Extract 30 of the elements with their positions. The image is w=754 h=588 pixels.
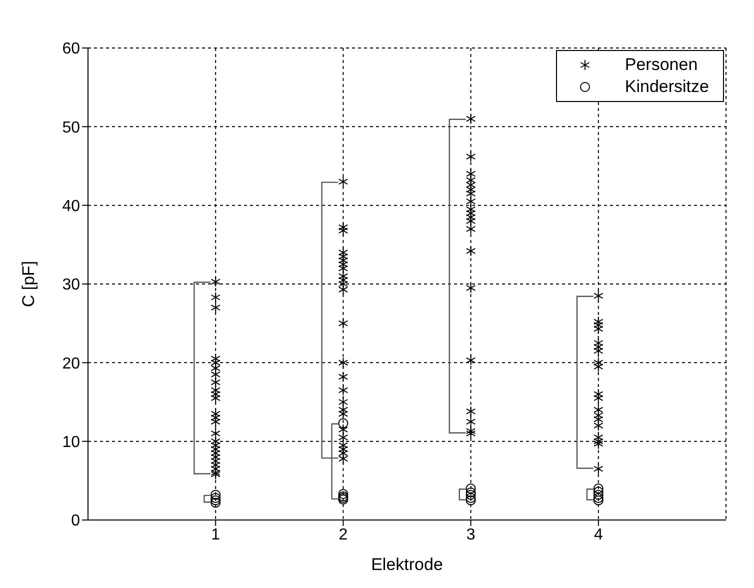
point: [466, 487, 476, 498]
point: [466, 490, 476, 500]
y-tick-label: 10: [62, 434, 80, 452]
point: [210, 492, 221, 503]
point: [593, 486, 604, 497]
point: [466, 492, 476, 503]
x-tick-label: 1: [211, 526, 220, 544]
y-tick-label: 20: [62, 355, 80, 372]
point: [210, 490, 221, 500]
point: [593, 484, 604, 494]
y-axis-title: C [pF]: [19, 260, 38, 308]
point: [338, 418, 348, 428]
point: [210, 495, 221, 506]
x-tick-label: 2: [338, 526, 348, 544]
point: [593, 495, 604, 506]
y-tick-label: 0: [71, 512, 80, 530]
y-tick-label: 30: [62, 276, 80, 294]
point: [593, 490, 604, 500]
y-tick-label: 40: [62, 198, 80, 216]
x-tick-label: 4: [594, 526, 603, 544]
point: [593, 492, 604, 503]
legend-label: Kindersitze: [624, 76, 709, 98]
y-tick-label: 50: [62, 119, 80, 136]
y-tick-label: 60: [62, 40, 80, 58]
point: [466, 484, 476, 494]
x-axis-title: Elektrode: [371, 555, 443, 574]
point: [210, 498, 221, 508]
legend-label: Personen: [624, 54, 698, 76]
point: [466, 495, 476, 506]
x-tick-label: 3: [466, 526, 476, 544]
